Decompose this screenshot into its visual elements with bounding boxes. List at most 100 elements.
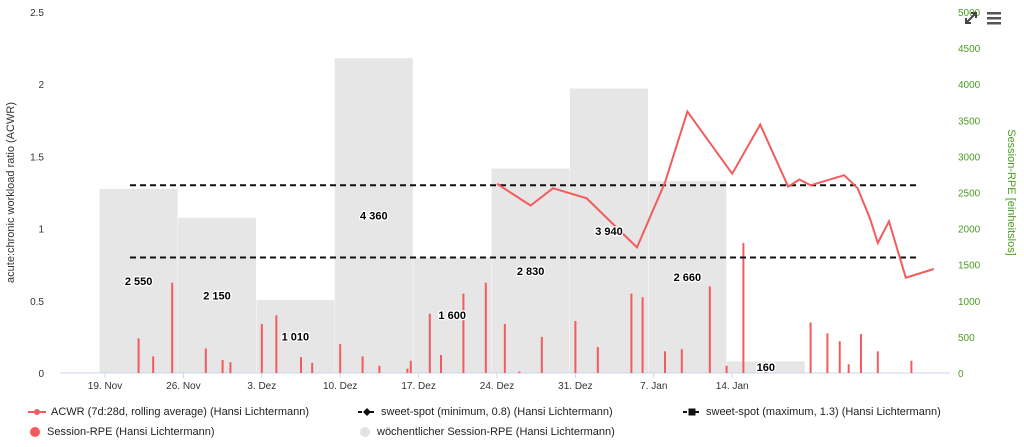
y-left-tick-label: 1 [38,225,44,236]
x-tick-label: 24. Dez [480,381,514,392]
legend-label-acwr: ACWR (7d:28d, rolling average) (Hansi Li… [51,406,309,418]
y-left-tick-label: 2.5 [30,8,44,19]
session-rpe-bar [428,313,431,373]
session-rpe-bar [540,336,543,373]
y-right-tick-label: 1500 [958,261,981,272]
session-rpe-bar [440,354,442,373]
gray-circle-icon [360,427,370,437]
session-rpe-bar [708,286,711,373]
weekly-bar [178,217,256,373]
y-left-tick-label: 2 [38,80,44,91]
weekly-value-label: 2 550 [125,276,153,288]
session-rpe-bar [742,243,745,373]
weekly-bar [726,361,805,373]
session-rpe-bar [171,282,174,373]
menu-icon[interactable] [986,10,1002,30]
session-rpe-bar [630,293,633,373]
session-rpe-bar [809,322,812,373]
weekly-value-label: 2 150 [203,290,231,302]
y-left-tick-label: 1.5 [30,152,44,163]
session-rpe-bar [152,356,155,373]
session-rpe-bar [518,371,521,373]
weekly-value-label: 3 940 [595,226,623,238]
session-rpe-bar [406,368,409,373]
session-rpe-bar [860,334,862,373]
session-rpe-bar [409,360,412,373]
x-tick-label: 7. Jan [640,381,667,392]
dashed-square-icon [683,408,701,416]
session-rpe-bar [484,282,487,373]
weekly-value-label: 1 010 [282,332,310,344]
y-left-axis-title: acute:chronic workload ratio (ACWR) [5,102,17,283]
y-left-tick-label: 0.5 [30,297,44,308]
session-rpe-bar [275,315,278,373]
session-rpe-bar [462,293,465,373]
y-right-tick-label: 500 [958,333,975,344]
session-rpe-bar [137,338,140,373]
session-rpe-bar [838,341,841,373]
x-tick-label: 3. Dez [247,381,276,392]
session-rpe-bar [503,323,506,373]
session-rpe-bar [260,323,263,373]
x-tick-label: 31. Dez [558,381,592,392]
weekly-value-label: 1 600 [438,310,466,322]
session-rpe-bar [361,356,364,373]
session-rpe-bar [680,349,683,373]
y-right-tick-label: 3500 [958,116,981,127]
y-right-tick-label: 1000 [958,297,981,308]
session-rpe-bar [229,362,232,373]
x-tick-label: 26. Nov [166,381,200,392]
y-right-tick-label: 2000 [958,225,981,236]
x-tick-label: 17. Dez [401,381,435,392]
x-tick-label: 14. Jan [716,381,749,392]
weekly-value-label: 2 660 [674,272,702,284]
session-rpe-bar [311,362,314,373]
y-right-tick-label: 3000 [958,152,981,163]
weekly-bar [648,180,727,373]
acwr-line [496,109,935,279]
legend-label-sweet-max: sweet-spot (maximum, 1.3) (Hansi Lichter… [706,406,941,418]
y-right-tick-label: 2500 [958,189,981,200]
weekly-bar [570,88,648,374]
weekly-bar [413,257,492,373]
session-rpe-bar [300,357,302,373]
session-rpe-bar [725,365,728,373]
session-rpe-bar [574,321,577,373]
legend-item-sweet-min[interactable]: sweet-spot (minimum, 0.8) (Hansi Lichter… [358,404,613,420]
y-right-tick-label: 5000 [958,8,981,19]
legend-item-weekly[interactable]: wöchentlicher Session-RPE (Hansi Lichter… [358,424,615,440]
x-tick-label: 10. Dez [323,381,357,392]
x-tick-label: 19. Nov [88,381,122,392]
weekly-bar [334,58,413,373]
legend-item-acwr[interactable]: ACWR (7d:28d, rolling average) (Hansi Li… [28,404,309,420]
y-right-tick-label: 0 [958,369,964,380]
weekly-value-label: 160 [757,362,775,374]
y-left-tick-label: 0 [38,369,44,380]
weekly-value-label: 4 360 [360,211,388,223]
legend-label-weekly: wöchentlicher Session-RPE (Hansi Lichter… [377,426,615,438]
legend-label-sweet-min: sweet-spot (minimum, 0.8) (Hansi Lichter… [381,406,613,418]
y-right-axis-title: Session-RPE [einheitslos] [1005,129,1017,256]
session-rpe-bar [378,365,381,373]
legend-item-session[interactable]: Session-RPE (Hansi Lichtermann) [28,424,215,440]
y-right-tick-label: 4500 [958,44,981,55]
weekly-bar [256,300,335,373]
expand-icon[interactable] [963,10,979,30]
line-marker-icon [28,409,46,415]
legend-item-sweet-max[interactable]: sweet-spot (maximum, 1.3) (Hansi Lichter… [683,404,941,420]
session-rpe-bar [221,360,224,373]
circle-marker-icon [30,427,40,437]
session-rpe-bar [847,364,850,373]
session-rpe-bar [339,344,342,373]
session-rpe-bar [764,368,767,373]
legend-label-session: Session-RPE (Hansi Lichtermann) [47,426,215,438]
session-rpe-bar [910,360,913,373]
y-right-tick-label: 4000 [958,80,981,91]
dashed-diamond-icon [358,408,376,416]
session-rpe-bar [826,333,829,373]
session-rpe-bar [641,297,644,373]
session-rpe-bar [596,347,599,373]
session-rpe-bar [876,351,879,373]
session-rpe-bar [664,351,666,373]
